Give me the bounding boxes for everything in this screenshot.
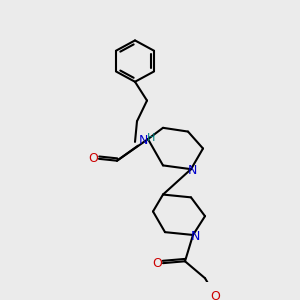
Text: O: O: [152, 257, 162, 270]
Text: N: N: [190, 230, 200, 243]
Text: O: O: [88, 152, 98, 165]
Text: N: N: [187, 164, 197, 177]
Text: H: H: [147, 133, 155, 143]
Text: N: N: [138, 134, 148, 146]
Text: O: O: [210, 290, 220, 300]
